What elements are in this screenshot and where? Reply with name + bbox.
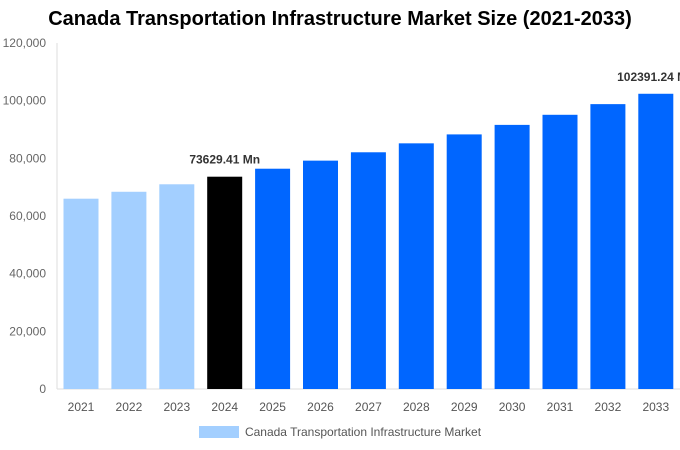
bar-2033 bbox=[638, 93, 674, 390]
y-tick-label: 0 bbox=[39, 382, 46, 396]
x-tick-label: 2021 bbox=[68, 400, 95, 414]
x-tick-label: 2032 bbox=[595, 400, 622, 414]
x-tick-label: 2024 bbox=[211, 400, 238, 414]
bar-2022 bbox=[111, 191, 147, 389]
bar-2032 bbox=[590, 104, 626, 390]
x-tick-label: 2033 bbox=[642, 400, 669, 414]
y-tick-label: 60,000 bbox=[9, 209, 46, 223]
x-tick-label: 2029 bbox=[451, 400, 478, 414]
x-tick-label: 2031 bbox=[547, 400, 574, 414]
x-tick-label: 2022 bbox=[116, 400, 143, 414]
x-tick-label: 2027 bbox=[355, 400, 382, 414]
x-tick-label: 2023 bbox=[163, 400, 190, 414]
bar-2023 bbox=[159, 184, 195, 389]
bar-2029 bbox=[446, 134, 482, 389]
y-tick-label: 40,000 bbox=[9, 267, 46, 281]
chart-title: Canada Transportation Infrastructure Mar… bbox=[48, 8, 632, 30]
legend: Canada Transportation Infrastructure Mar… bbox=[0, 425, 680, 439]
bar-2021 bbox=[63, 198, 99, 389]
x-tick-label: 2026 bbox=[307, 400, 334, 414]
x-tick-label: 2030 bbox=[499, 400, 526, 414]
data-label: 102391.24 Mn bbox=[617, 70, 680, 84]
bar-2027 bbox=[350, 152, 386, 389]
legend-label: Canada Transportation Infrastructure Mar… bbox=[244, 425, 482, 439]
y-tick-label: 20,000 bbox=[9, 324, 46, 338]
bar-2025 bbox=[255, 168, 291, 389]
x-tick-label: 2028 bbox=[403, 400, 430, 414]
bar-2024 bbox=[207, 176, 243, 389]
data-label: 73629.41 Mn bbox=[189, 153, 260, 167]
bar-2026 bbox=[303, 160, 338, 389]
bar-2030 bbox=[494, 124, 530, 390]
y-tick-label: 80,000 bbox=[9, 151, 46, 165]
bar-2028 bbox=[398, 143, 434, 389]
bar-2031 bbox=[542, 114, 578, 390]
y-tick-label: 120,000 bbox=[3, 36, 47, 50]
y-tick-label: 100,000 bbox=[3, 94, 47, 108]
bar-chart: 0 20,000 40,000 60,000 80,000 100,000 120,000 2… bbox=[3, 36, 680, 414]
legend-swatch bbox=[198, 426, 239, 438]
x-tick-label: 2025 bbox=[259, 400, 286, 414]
